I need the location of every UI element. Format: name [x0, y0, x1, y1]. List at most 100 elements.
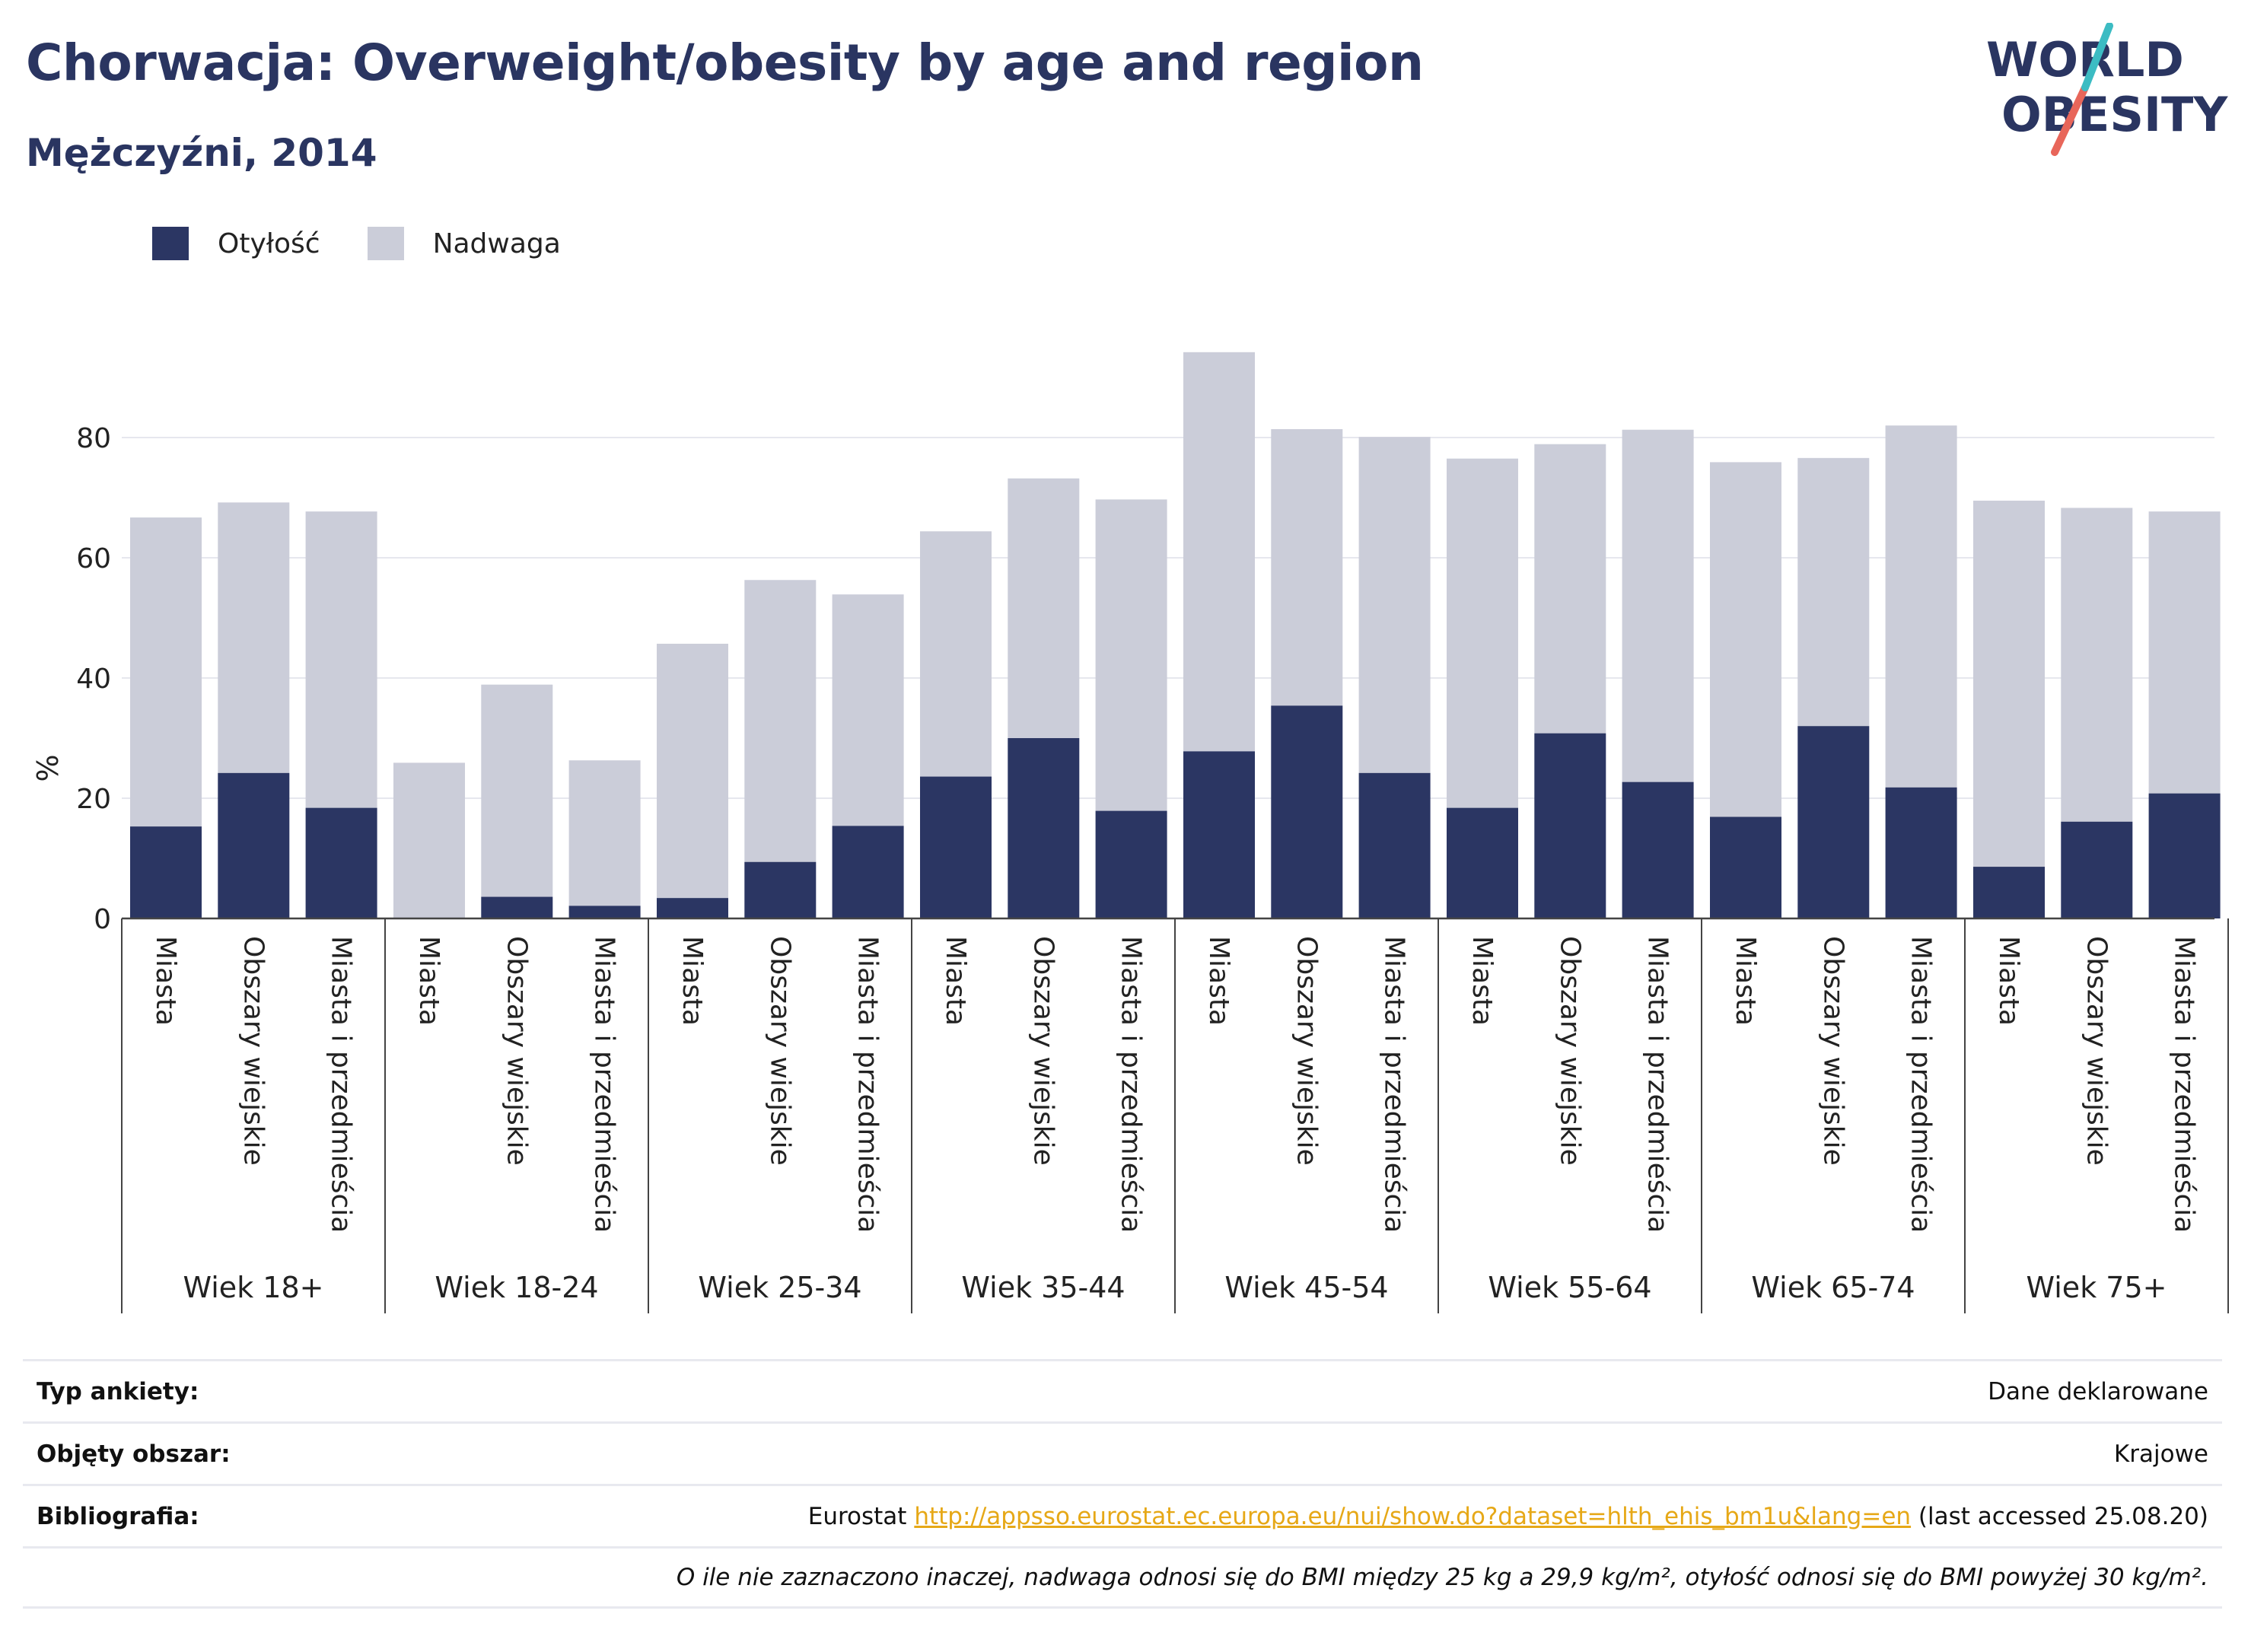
category-label: Miasta i przedmieścia	[589, 936, 620, 1233]
bar-obesity	[744, 861, 817, 918]
bar-overweight	[305, 511, 377, 808]
category-label: Obszary wiejskie	[501, 936, 532, 1166]
bar-overweight	[1008, 478, 1080, 738]
bar-overweight	[920, 531, 992, 777]
bar-obesity	[1008, 738, 1080, 918]
category-label: Miasta	[150, 936, 181, 1026]
category-label: Obszary wiejskie	[2081, 936, 2112, 1166]
bar-obesity	[832, 826, 904, 918]
bar-chart: 0 20 40 60 80% Miasta Obszary wiejskie Miasta i…	[31, 352, 2229, 1313]
logo-slash-red	[2051, 84, 2089, 156]
bar-obesity	[1797, 726, 1870, 918]
bar-overweight	[393, 762, 465, 918]
group-label: Wiek 75+	[2027, 1271, 2167, 1304]
y-tick-label: 60	[76, 543, 111, 575]
y-tick-label: 80	[76, 423, 111, 454]
legend-label-overweight: Nadwaga	[432, 228, 561, 259]
bar-obesity	[568, 906, 641, 918]
bibliography-label: Bibliografia:	[37, 1502, 199, 1530]
category-label: Miasta i przedmieścia	[326, 936, 357, 1233]
bar-overweight	[218, 502, 290, 773]
bar-obesity	[481, 896, 553, 918]
bar-obesity	[1095, 810, 1167, 918]
chart-legend: Otyłość Nadwaga	[152, 227, 608, 260]
category-label: Miasta i przedmieścia	[1906, 936, 1937, 1233]
y-tick-label: 40	[76, 664, 111, 695]
category-label: Miasta	[1203, 936, 1234, 1026]
category-label: Miasta	[940, 936, 971, 1026]
bar-overweight	[832, 594, 904, 826]
world-obesity-logo: WORLD OBESITY	[1986, 23, 2228, 156]
footer-row-area: Objęty obszar: Krajowe	[23, 1421, 2222, 1484]
bar-overweight	[1447, 458, 1518, 808]
bar-overweight	[1973, 500, 2045, 867]
bibliography-link[interactable]: http://appsso.eurostat.ec.europa.eu/nui/…	[914, 1502, 1912, 1530]
bar-obesity	[1973, 867, 2045, 918]
bar-obesity	[218, 772, 290, 918]
legend-item-obesity: Otyłość	[152, 227, 320, 260]
category-label: Obszary wiejskie	[764, 936, 795, 1166]
footer-row-bibliography: Bibliografia: Eurostat http://appsso.eur…	[23, 1484, 2222, 1546]
category-label: Miasta	[1993, 936, 2024, 1026]
bar-overweight	[657, 643, 728, 899]
bar-obesity	[1710, 816, 1781, 918]
bar-overweight	[130, 517, 202, 827]
bar-obesity	[1447, 807, 1518, 918]
category-label: Miasta i przedmieścia	[2169, 936, 2200, 1233]
bar-overweight	[1885, 425, 1957, 788]
category-label: Miasta i przedmieścia	[1642, 936, 1673, 1233]
bar-obesity	[920, 776, 992, 918]
category-label: Miasta	[1466, 936, 1498, 1026]
footer-row-note: O ile nie zaznaczono inaczej, nadwaga od…	[23, 1546, 2222, 1609]
group-label: Wiek 18+	[183, 1271, 324, 1304]
bar-overweight	[481, 684, 553, 897]
bibliography-prefix: Eurostat	[807, 1502, 907, 1530]
footer-row-survey: Typ ankiety: Dane deklarowane	[23, 1359, 2222, 1421]
legend-label-obesity: Otyłość	[218, 228, 320, 259]
bar-obesity	[1622, 781, 1694, 918]
y-tick-label: 0	[94, 904, 111, 935]
group-label: Wiek 25-34	[698, 1271, 861, 1304]
category-label: Obszary wiejskie	[237, 936, 269, 1166]
bibliography-suffix: (last accessed 25.08.20)	[1918, 1502, 2208, 1530]
group-label: Wiek 45-54	[1224, 1271, 1388, 1304]
category-label: Obszary wiejskie	[1554, 936, 1585, 1166]
legend-swatch-obesity	[152, 227, 189, 260]
category-label: Miasta i przedmieścia	[1379, 936, 1410, 1233]
category-label: Obszary wiejskie	[1291, 936, 1322, 1166]
page-title: Chorwacja: Overweight/obesity by age and…	[26, 33, 1424, 92]
bar-overweight	[1710, 462, 1781, 817]
bar-obesity	[130, 826, 202, 918]
bar-obesity	[1534, 733, 1606, 918]
category-label: Miasta i przedmieścia	[1116, 936, 1147, 1233]
category-label: Miasta i przedmieścia	[852, 936, 884, 1233]
bar-overweight	[1271, 428, 1343, 706]
bar-obesity	[2061, 821, 2133, 918]
bar-overweight	[1622, 429, 1694, 782]
category-label: Miasta	[677, 936, 708, 1026]
category-label: Obszary wiejskie	[1817, 936, 1848, 1166]
bar-overweight	[568, 760, 641, 906]
bmi-note: O ile nie zaznaczono inaczej, nadwaga od…	[676, 1564, 2208, 1591]
bar-overweight	[744, 580, 817, 862]
bar-obesity	[2148, 793, 2221, 918]
bar-overweight	[2148, 511, 2221, 794]
legend-swatch-overweight	[367, 227, 404, 260]
survey-value: Dane deklarowane	[1988, 1377, 2208, 1405]
logo-line2: OBESITY	[2001, 87, 2228, 142]
category-label: Miasta	[1730, 936, 1761, 1026]
area-value: Krajowe	[2113, 1440, 2208, 1468]
group-label: Wiek 35-44	[961, 1271, 1125, 1304]
bibliography-value: Eurostat http://appsso.eurostat.ec.europ…	[808, 1503, 2208, 1530]
bar-obesity	[1183, 751, 1255, 918]
group-label: Wiek 18-24	[435, 1271, 598, 1304]
category-label: Obszary wiejskie	[1027, 936, 1059, 1166]
group-label: Wiek 55-64	[1488, 1271, 1651, 1304]
logo-slash-teal	[2081, 23, 2113, 91]
bar-overweight	[1797, 457, 1870, 727]
bar-obesity	[305, 807, 377, 918]
bar-obesity	[1885, 787, 1957, 918]
bar-obesity	[1358, 772, 1431, 918]
bar-overweight	[1534, 444, 1606, 734]
bar-obesity	[657, 898, 728, 918]
